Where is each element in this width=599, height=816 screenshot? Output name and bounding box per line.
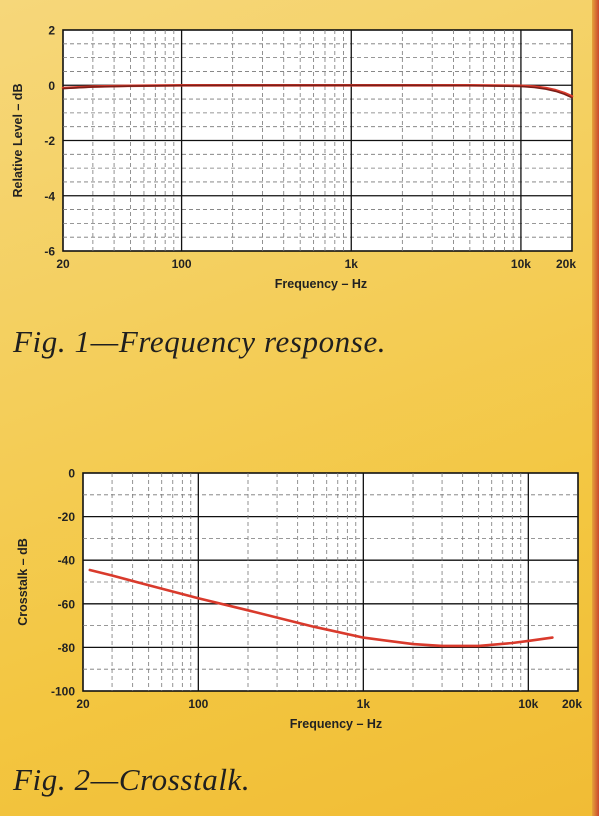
x-tick-label: 10k — [511, 257, 531, 271]
y-tick-label: -20 — [58, 510, 76, 524]
y-tick-label: -6 — [44, 245, 55, 259]
x-tick-label: 20 — [76, 697, 90, 711]
y-tick-label: 2 — [48, 24, 55, 38]
figure-2-caption: Fig. 2—Crosstalk. — [13, 762, 251, 797]
y-tick-label: -80 — [58, 641, 76, 655]
y-tick-label: -60 — [58, 597, 76, 611]
x-tick-label: 10k — [518, 697, 538, 711]
x-tick-label: 20k — [556, 257, 576, 271]
y-tick-label: -40 — [58, 554, 76, 568]
y-tick-label: 0 — [48, 79, 55, 93]
page-edge-stripe — [592, 0, 599, 816]
x-tick-label: 1k — [357, 697, 371, 711]
x-tick-label: 1k — [345, 257, 359, 271]
series-line — [62, 84, 573, 99]
x-tick-label: 20k — [562, 697, 582, 711]
x-tick-label: 100 — [188, 697, 208, 711]
y-tick-label: -2 — [44, 134, 55, 148]
figure-1-caption: Fig. 1—Frequency response. — [13, 324, 387, 359]
y-tick-label: -100 — [51, 685, 75, 699]
y-axis-title: Crosstalk – dB — [16, 538, 30, 626]
x-tick-label: 20 — [56, 257, 70, 271]
y-tick-label: 0 — [68, 467, 75, 481]
y-tick-label: -4 — [44, 189, 55, 203]
series-line — [88, 568, 554, 648]
x-tick-label: 100 — [172, 257, 192, 271]
y-axis-title: Relative Level – dB — [11, 84, 25, 198]
x-axis-title: Frequency – Hz — [275, 277, 367, 291]
x-axis-title: Frequency – Hz — [290, 717, 382, 731]
